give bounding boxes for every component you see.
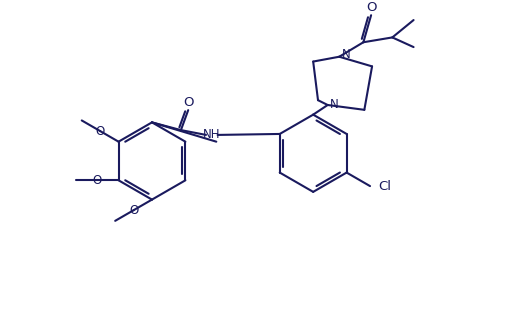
Text: O: O: [93, 174, 102, 187]
Text: N: N: [342, 48, 351, 61]
Text: NH: NH: [203, 129, 220, 141]
Text: N: N: [330, 99, 338, 111]
Text: O: O: [366, 1, 376, 14]
Text: Cl: Cl: [378, 180, 391, 193]
Text: O: O: [129, 204, 138, 217]
Text: O: O: [96, 124, 105, 138]
Text: O: O: [183, 96, 193, 109]
